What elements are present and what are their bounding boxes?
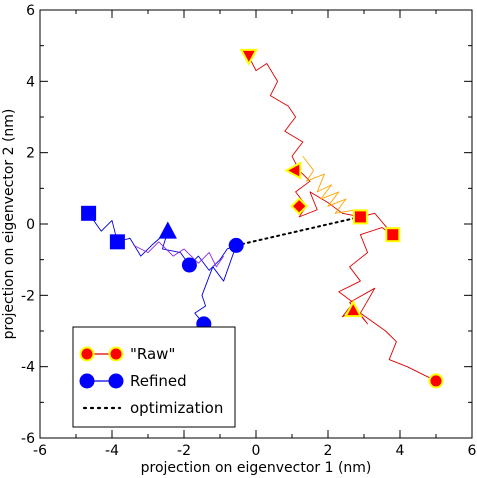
y-axis-title: projection on eigenvector 2 (nm) xyxy=(1,109,17,340)
y-tick-label: 6 xyxy=(26,3,35,19)
x-tick-label: -4 xyxy=(105,443,119,459)
y-tick-label: -4 xyxy=(21,360,35,376)
x-tick-label: 0 xyxy=(252,443,261,459)
x-tick-label: -6 xyxy=(33,443,47,459)
refined-marker-circle xyxy=(181,257,197,273)
raw-marker-square xyxy=(385,227,401,243)
raw-marker-triangle-left xyxy=(284,161,302,180)
legend-refined-marker xyxy=(108,373,124,389)
raw-marker-triangle-up xyxy=(344,299,363,318)
legend-label-optimization: optimization xyxy=(130,399,223,417)
refined-marker-square xyxy=(109,234,125,250)
x-tick-label: -2 xyxy=(177,443,191,459)
legend-label-raw: "Raw" xyxy=(130,345,175,363)
x-tick-label: 4 xyxy=(396,443,405,459)
x-tick-label: 2 xyxy=(324,443,333,459)
x-tick-label: 6 xyxy=(468,443,477,459)
legend-label-refined: Refined xyxy=(130,372,187,390)
legend-symbols xyxy=(79,346,124,410)
legend-box xyxy=(72,326,236,428)
ticks-layer: -6 -4 -2 0 2 4 6 -6 -4 -2 0 2 4 6 xyxy=(21,3,477,459)
raw-marker-square xyxy=(352,209,368,225)
refined-marker-triangle-up xyxy=(158,221,177,239)
raw-trajectory-line xyxy=(248,56,437,382)
raw-marker-diamond xyxy=(290,197,309,216)
refined-trajectory-alt-line xyxy=(133,241,224,268)
y-tick-label: -6 xyxy=(21,431,35,447)
legend: "Raw" Refined optimization xyxy=(72,326,236,428)
y-tick-label: -2 xyxy=(21,288,35,304)
raw-marker-circle xyxy=(428,373,444,389)
refined-marker-circle xyxy=(228,237,244,253)
y-tick-label: 2 xyxy=(26,146,35,162)
refined-marker-square xyxy=(81,205,97,221)
legend-refined-marker xyxy=(79,373,95,389)
optimization-line xyxy=(235,215,362,247)
x-axis-title: projection on eigenvector 1 (nm) xyxy=(141,460,372,476)
legend-raw-marker xyxy=(79,346,95,362)
legend-raw-marker xyxy=(108,346,124,362)
y-tick-label: 4 xyxy=(26,74,35,90)
raw-trajectory-alt-line xyxy=(302,155,357,214)
refined-trajectory-line xyxy=(88,213,237,325)
raw-marker-triangle-down xyxy=(239,48,258,66)
y-tick-label: 0 xyxy=(26,217,35,233)
